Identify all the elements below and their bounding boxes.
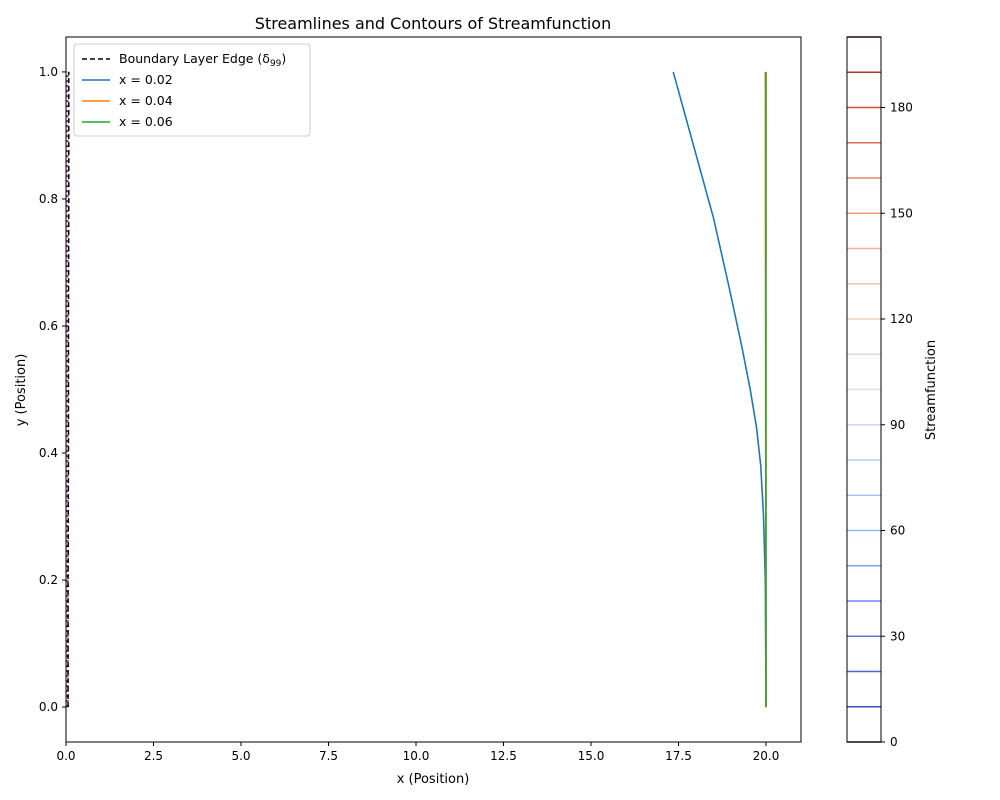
- legend: Boundary Layer Edge (δ99) x = 0.02 x = 0.0…: [73, 43, 311, 137]
- plot-area: [66, 37, 801, 742]
- x-tick-label: 0.0: [56, 749, 75, 763]
- y-axis-label: y (Position): [14, 354, 29, 427]
- colorbar: 0 30 60 90 120 150 180: [846, 36, 913, 749]
- legend-box: [73, 43, 311, 137]
- colorbar-label: Streamfunction: [924, 340, 939, 440]
- colorbar-tick-label: 30: [890, 629, 905, 643]
- colorbar-tick-label: 0: [890, 735, 898, 749]
- x-tick-label: 15.0: [578, 749, 605, 763]
- plot-frame: [65, 36, 802, 743]
- x-tick-label: 5.0: [231, 749, 250, 763]
- x-tick-label: 2.5: [144, 749, 163, 763]
- y-tick-label: 0.4: [39, 446, 58, 460]
- y-tick-label: 0.0: [39, 700, 58, 714]
- chart-title: Streamlines and Contours of Streamfuncti…: [255, 14, 611, 33]
- y-tick-label: 0.2: [39, 573, 58, 587]
- x-tick-label: 17.5: [665, 749, 692, 763]
- x-tick-label: 7.5: [319, 749, 338, 763]
- series-line: [672, 71, 767, 708]
- series-lines: [67, 71, 767, 708]
- legend-label: x = 0.06: [119, 114, 173, 129]
- legend-label: x = 0.02: [119, 72, 173, 87]
- colorbar-tick-label: 120: [890, 312, 913, 326]
- y-tick-label: 0.6: [39, 319, 58, 333]
- y-tick-label: 1.0: [39, 65, 58, 79]
- y-axis: 0.0 0.2 0.4 0.6 0.8 1.0: [39, 65, 66, 714]
- legend-label: x = 0.04: [119, 93, 173, 108]
- x-tick-label: 12.5: [490, 749, 517, 763]
- boundary-layer-edge-line: [67, 71, 70, 708]
- x-axis-label: x (Position): [397, 772, 470, 787]
- x-tick-label: 20.0: [753, 749, 780, 763]
- colorbar-tick-label: 90: [890, 418, 905, 432]
- colorbar-tick-label: 180: [890, 101, 913, 115]
- y-tick-label: 0.8: [39, 192, 58, 206]
- x-axis: 0.0 2.5 5.0 7.5 10.0 12.5 15.0 17.5 20.0: [56, 742, 779, 763]
- x-tick-label: 10.0: [403, 749, 430, 763]
- colorbar-tick-label: 150: [890, 206, 913, 220]
- colorbar-tick-label: 60: [890, 524, 905, 538]
- legend-label: Boundary Layer Edge (δ99): [119, 51, 286, 69]
- colorbar-frame: [846, 36, 882, 743]
